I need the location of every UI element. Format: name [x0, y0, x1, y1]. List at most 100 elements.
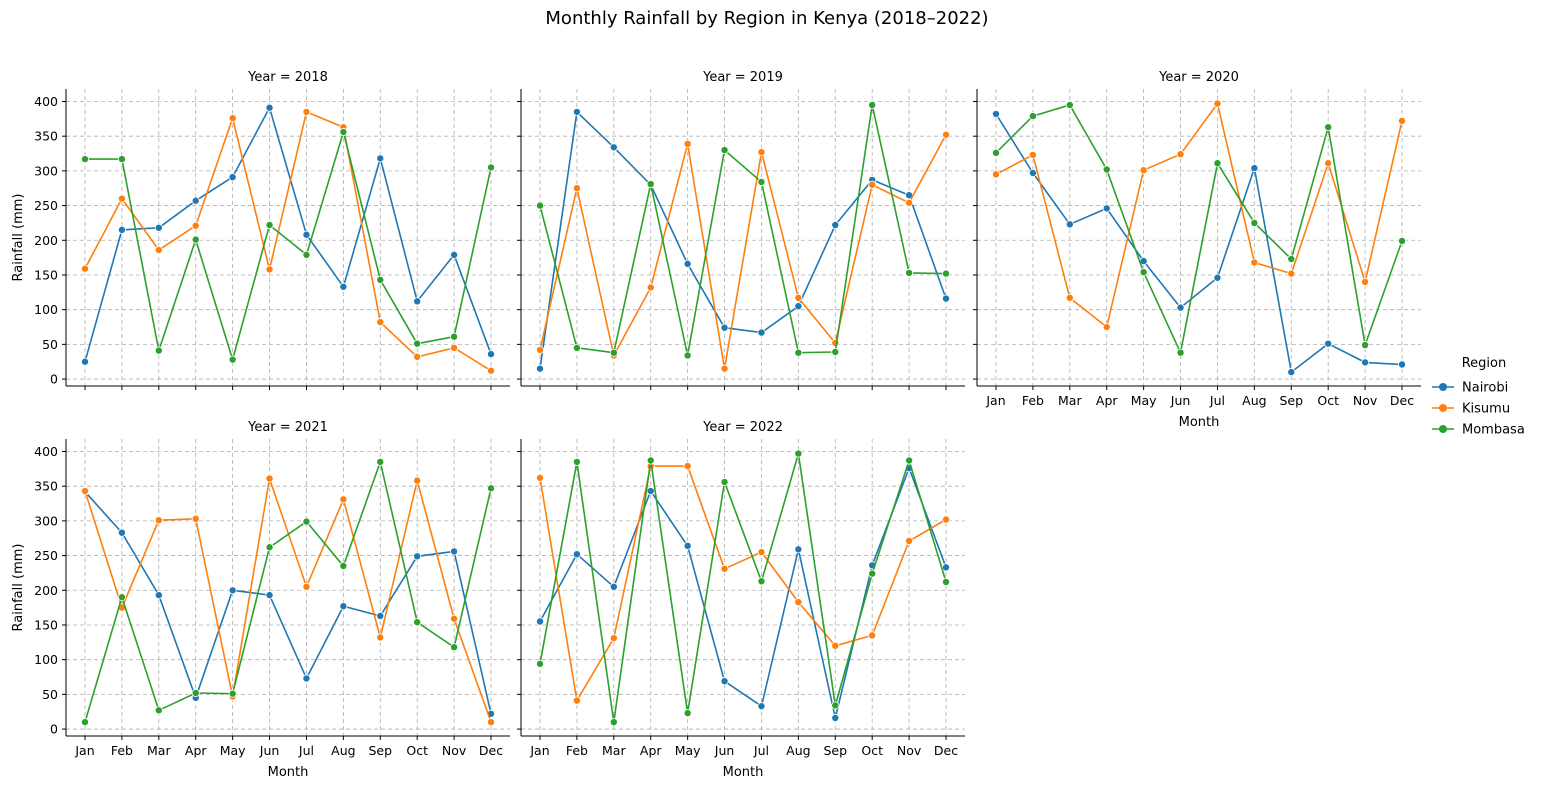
data-point-nairobi: [450, 250, 459, 259]
data-point-mombasa: [1139, 268, 1148, 277]
data-point-nairobi: [757, 702, 766, 711]
data-point-nairobi: [413, 552, 422, 561]
data-point-mombasa: [831, 347, 840, 356]
data-point-nairobi: [413, 297, 422, 306]
data-point-nairobi: [942, 563, 951, 572]
data-point-kisumu: [450, 343, 459, 352]
data-point-nairobi: [1065, 220, 1074, 229]
data-point-mombasa: [191, 235, 200, 244]
x-axis-label: Month: [723, 765, 764, 780]
panel-0: Year = 2018 0 50 100 150 200 250 300 350 400 Rainf…: [11, 70, 510, 390]
panel-title: Year = 2022: [702, 420, 783, 435]
data-point-nairobi: [1176, 303, 1185, 312]
data-point-kisumu: [1213, 99, 1222, 108]
data-point-kisumu: [757, 548, 766, 557]
data-point-mombasa: [1324, 123, 1333, 132]
data-point-mombasa: [81, 155, 90, 164]
data-point-nairobi: [1250, 164, 1259, 173]
data-point-mombasa: [536, 659, 545, 668]
data-point-mombasa: [339, 128, 348, 137]
y-tick-label: 350: [34, 129, 58, 144]
chart-title: Monthly Rainfall by Region in Kenya (201…: [545, 8, 988, 29]
data-point-nairobi: [117, 225, 126, 234]
data-point-kisumu: [191, 221, 200, 230]
y-tick-label: 400: [34, 94, 58, 109]
series-line-nairobi: [539, 110, 947, 369]
data-point-nairobi: [450, 547, 459, 556]
series-line-nairobi: [84, 105, 492, 362]
data-point-mombasa: [302, 250, 311, 259]
data-point-nairobi: [376, 611, 385, 620]
y-tick-label: 350: [34, 479, 58, 494]
data-point-nairobi: [609, 143, 618, 152]
x-tick-label: Nov: [1353, 393, 1378, 408]
data-point-mombasa: [486, 163, 495, 172]
data-point-mombasa: [683, 351, 692, 360]
x-tick-label: Dec: [934, 743, 958, 758]
data-point-nairobi: [154, 223, 163, 232]
data-point-mombasa: [265, 543, 274, 552]
data-point-nairobi: [1324, 339, 1333, 348]
data-point-mombasa: [1361, 341, 1370, 350]
data-point-kisumu: [942, 515, 951, 524]
x-tick-label: Feb: [111, 743, 133, 758]
x-tick-label: Jul: [753, 743, 769, 758]
data-point-kisumu: [831, 641, 840, 650]
data-point-mombasa: [154, 346, 163, 355]
x-tick-label: Aug: [1242, 393, 1266, 408]
y-tick-label: 0: [50, 372, 58, 387]
data-point-nairobi: [757, 328, 766, 337]
data-point-mombasa: [609, 718, 618, 727]
x-tick-label: Jan: [985, 393, 1005, 408]
data-point-kisumu: [609, 634, 618, 643]
data-point-kisumu: [265, 265, 274, 274]
y-tick-label: 300: [34, 513, 58, 528]
y-tick-label: 150: [34, 267, 58, 282]
data-point-kisumu: [1324, 159, 1333, 168]
y-axis-label: Rainfall (mm): [11, 194, 26, 282]
x-tick-label: Dec: [1390, 393, 1414, 408]
series-line-kisumu: [84, 478, 492, 723]
data-point-mombasa: [376, 457, 385, 466]
x-tick-label: Apr: [1096, 393, 1118, 408]
legend-marker-mombasa: [1439, 425, 1447, 433]
data-point-nairobi: [228, 586, 237, 595]
data-point-mombasa: [646, 456, 655, 465]
series-line-kisumu: [995, 101, 1403, 329]
data-point-kisumu: [265, 474, 274, 483]
data-point-nairobi: [265, 591, 274, 600]
data-point-kisumu: [868, 631, 877, 640]
x-tick-label: Nov: [442, 743, 467, 758]
data-point-kisumu: [683, 139, 692, 148]
y-tick-label: 0: [50, 722, 58, 737]
data-point-mombasa: [942, 269, 951, 278]
x-tick-label: Nov: [897, 743, 922, 758]
data-point-nairobi: [831, 221, 840, 230]
y-tick-label: 200: [34, 583, 58, 598]
data-point-mombasa: [868, 100, 877, 109]
data-point-kisumu: [536, 345, 545, 354]
data-point-mombasa: [413, 618, 422, 627]
series-line-mombasa: [539, 104, 947, 356]
data-point-mombasa: [794, 348, 803, 357]
data-point-nairobi: [1361, 358, 1370, 367]
data-point-nairobi: [228, 173, 237, 182]
data-point-mombasa: [794, 449, 803, 458]
data-point-mombasa: [376, 275, 385, 284]
legend-title: Region: [1462, 356, 1507, 371]
legend-label-kisumu: Kisumu: [1462, 402, 1510, 417]
x-tick-label: Feb: [566, 743, 588, 758]
y-tick-label: 250: [34, 548, 58, 563]
x-axis-label: Month: [268, 765, 309, 780]
data-point-nairobi: [1398, 360, 1407, 369]
data-point-kisumu: [992, 170, 1001, 179]
data-point-nairobi: [339, 602, 348, 611]
x-tick-label: Mar: [147, 743, 171, 758]
data-point-mombasa: [1065, 100, 1074, 109]
x-tick-label: Sep: [823, 743, 847, 758]
data-point-nairobi: [683, 259, 692, 268]
data-point-kisumu: [413, 352, 422, 361]
y-tick-label: 100: [34, 652, 58, 667]
x-tick-label: May: [1131, 393, 1157, 408]
data-point-kisumu: [154, 516, 163, 525]
